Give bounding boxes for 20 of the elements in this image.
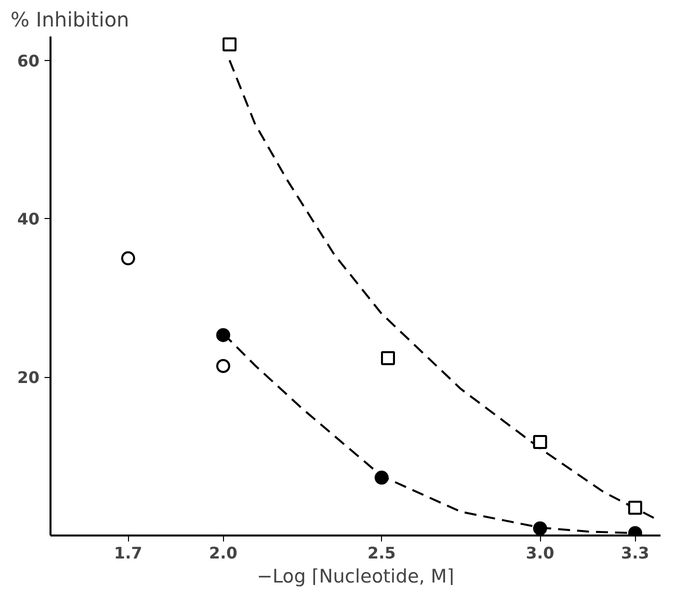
point (380, 351, 395, 366)
point (628, 500, 642, 515)
x-tick-label: 2.5 (367, 544, 396, 562)
point (121, 251, 136, 266)
point (216, 359, 230, 373)
x-tick-label: 3.0 (526, 544, 554, 562)
x-tick-label: 3.3 (620, 544, 650, 562)
y-tick-label: 60 (17, 51, 40, 70)
point (374, 470, 389, 485)
point (222, 37, 237, 52)
y-tick-label: 40 (17, 210, 40, 229)
y-axis-title: % Inhibition (10, 8, 130, 32)
point (533, 435, 548, 450)
y-tick-label: 20 (17, 368, 40, 388)
x-tick-label: 2.0 (209, 544, 238, 562)
point (533, 521, 548, 536)
line-series (228, 59, 656, 520)
point (216, 328, 230, 342)
x-axis-title: −Log ⌈Nucleotide, M⌉ (256, 566, 454, 588)
x-tick-label: 1.7 (114, 544, 142, 562)
